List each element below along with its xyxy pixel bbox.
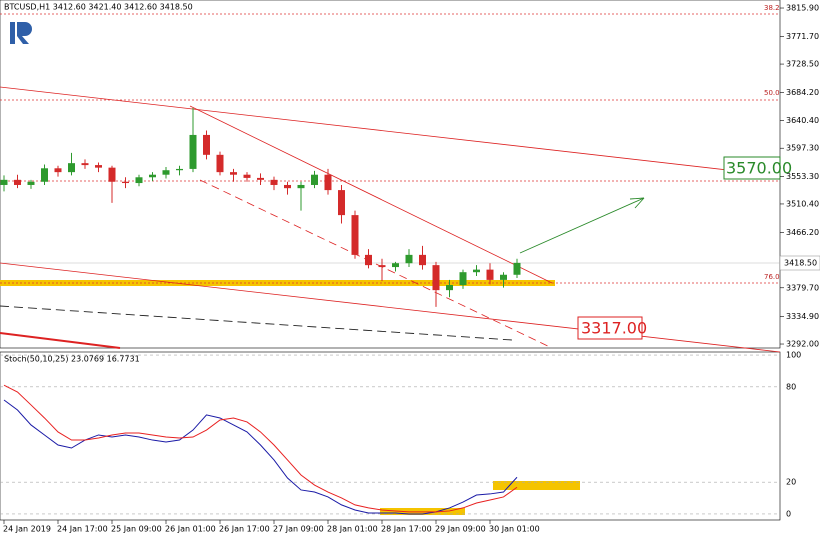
candle-body — [149, 174, 156, 178]
logo — [10, 22, 32, 44]
candle-body — [257, 177, 264, 180]
target-label: 3317.00 — [581, 319, 647, 338]
candle-body — [203, 134, 210, 155]
y-tick-label: 3379.70 — [786, 283, 819, 292]
y-tick-label: 3684.20 — [786, 88, 819, 97]
highlight — [493, 481, 580, 490]
candle-body — [54, 168, 62, 173]
x-tick-label: 26 Jan 17:00 — [219, 525, 270, 534]
candle-body — [365, 254, 372, 266]
y-tick-label: 3510.40 — [786, 199, 819, 208]
indicator-title: Stoch(50,10,25) 23.0769 16.7731 — [4, 355, 140, 364]
y-tick-label: 20 — [786, 478, 796, 487]
chart-title: BTCUSD,H1 3412.60 3421.40 3412.60 3418.5… — [4, 3, 193, 12]
y-tick-label: 3292.00 — [786, 340, 819, 349]
target-box — [577, 316, 643, 340]
stoch-line — [3, 384, 518, 513]
y-tick-label: 3597.30 — [786, 144, 819, 153]
x-tick-label: 25 Jan 09:00 — [111, 525, 162, 534]
candle-body — [392, 263, 399, 268]
candle-body — [122, 181, 129, 184]
y-tick-label: 3334.90 — [786, 312, 819, 321]
x-tick-label: 30 Jan 01:00 — [489, 525, 540, 534]
candle-body — [432, 265, 440, 291]
candle-body — [14, 179, 21, 185]
x-tick-label: 27 Jan 09:00 — [273, 525, 324, 534]
target-box — [723, 156, 781, 180]
y-tick-label: 3553.30 — [786, 172, 819, 181]
candle-body — [0, 179, 8, 185]
trend-line — [0, 332, 121, 349]
fib-label: 76.0 — [764, 273, 780, 281]
stoch-line — [3, 399, 518, 515]
candle-body — [351, 215, 359, 255]
candle-body — [513, 262, 521, 275]
y-tick-label: 3728.50 — [786, 60, 819, 69]
target-label: 3570.00 — [726, 159, 792, 178]
main-panel — [0, 0, 781, 349]
candle-body — [216, 154, 224, 173]
candle-body — [500, 274, 507, 280]
candle-body — [459, 272, 467, 286]
candle-body — [405, 254, 413, 264]
price-tag — [779, 255, 820, 271]
candle-body — [230, 172, 237, 175]
candle-body — [486, 269, 494, 280]
candle-body — [297, 184, 305, 189]
y-tick-label: 0 — [786, 509, 791, 518]
y-tick-label: 80 — [786, 382, 796, 391]
current-price: 3418.50 — [784, 259, 817, 268]
trend-line — [0, 86, 781, 177]
candle-body — [95, 165, 102, 168]
candle-body — [189, 134, 197, 169]
candle-body — [378, 265, 386, 268]
candle-body — [27, 181, 35, 185]
candle-body — [324, 174, 332, 191]
candle-body — [41, 168, 48, 182]
fib-label: 50.0 — [764, 89, 780, 97]
candle-body — [176, 168, 183, 171]
trend-line — [0, 305, 513, 341]
candle-body — [135, 177, 143, 184]
x-tick-label: 28 Jan 01:00 — [327, 525, 378, 534]
forecast-arrow — [519, 197, 645, 254]
candle-body — [338, 190, 345, 216]
x-tick-label: 26 Jan 01:00 — [165, 525, 216, 534]
candle-body — [270, 179, 278, 185]
y-tick-label: 3815.90 — [786, 4, 819, 13]
candle-body — [243, 174, 251, 178]
x-tick-label: 24 Jan 2019 — [3, 525, 51, 534]
y-tick-label: 3640.40 — [786, 116, 819, 125]
candle-body — [68, 163, 75, 173]
y-tick-label: 100 — [786, 351, 801, 360]
candle-body — [419, 254, 426, 266]
x-tick-label: 28 Jan 17:00 — [381, 525, 432, 534]
x-tick-label: 29 Jan 09:00 — [435, 525, 486, 534]
candle-body — [311, 174, 318, 185]
fib-label: 38.2 — [764, 4, 780, 12]
candle-body — [284, 184, 291, 189]
candle-body — [162, 170, 170, 175]
arrow-head — [629, 197, 645, 209]
candle-body — [473, 269, 480, 273]
x-tick-label: 24 Jan 17:00 — [57, 525, 108, 534]
y-tick-label: 3466.20 — [786, 228, 819, 237]
trend-line — [0, 262, 781, 353]
candle-body — [108, 167, 116, 182]
trend-line — [189, 105, 553, 284]
candle-body — [81, 163, 89, 166]
y-tick-label: 3771.70 — [786, 32, 819, 41]
trend-line — [199, 179, 553, 349]
candle-body — [446, 285, 453, 291]
